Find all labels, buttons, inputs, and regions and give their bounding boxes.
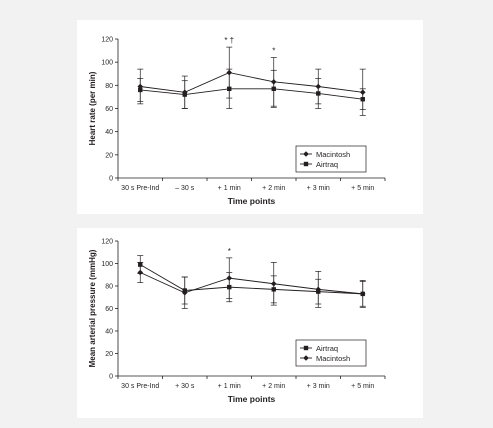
chart2-series2-point [315,286,322,293]
chart2-significance-annotation: * [228,247,231,256]
chart1-series2-point [271,86,276,92]
chart1-y-axis-title: Heart rate (per min) [88,71,97,145]
chart2-series2-point [137,269,144,276]
chart2-x-tick-label: + 3 min [307,383,330,390]
chart2-x-tick-label: + 30 s [175,383,195,390]
chart1-y-tick-label: 120 [101,37,113,44]
chart1-legend-label: Macintosh [316,150,350,159]
chart2-x-tick-label: + 5 min [351,383,374,390]
chart2-series2-point [270,280,277,287]
chart2-series2-line [140,272,363,295]
chart2-y-tick-label: 120 [101,239,113,246]
chart1-legend-marker [303,161,309,167]
chart2-series2-point [359,291,366,297]
chart1-x-tick-label: + 2 min [262,185,285,192]
chart1-x-tick-label: – 30 s [175,185,195,192]
chart1-legend-marker [303,151,309,157]
chart2-legend-marker [303,345,309,351]
chart1-y-tick-label: 20 [105,152,113,159]
chart1-y-tick-label: 100 [101,60,113,67]
chart2-y-tick-label: 100 [101,261,113,268]
chart2-series1-line [140,264,363,295]
chart1-y-tick-label: 0 [109,176,113,183]
chart1-significance-annotation: * † [224,36,234,45]
chart1-x-tick-label: 30 s Pre-Ind [121,185,159,192]
mean-arterial-pressure-chart-panel [77,228,423,418]
chart2-series2-point [226,275,233,281]
chart2-y-tick-label: 0 [109,374,113,381]
chart2-y-tick-label: 80 [105,284,113,291]
chart1-y-tick-label: 40 [105,129,113,136]
heart-rate-chart-panel [77,20,423,214]
chart2-legend-label: Airtraq [316,344,338,353]
chart1-series2-point [182,92,187,97]
chart2-x-tick-label: + 2 min [262,383,285,390]
chart2-series2-point [181,289,188,296]
chart1-series1-line [140,72,363,93]
chart2-legend-box [295,339,367,367]
chart2-y-axis-title: Mean arterial pressure (mmHg) [88,249,97,367]
chart1-legend-box [295,145,367,173]
chart2-x-tick-label: 30 s Pre-Ind [121,383,159,390]
chart2-y-tick-label: 40 [105,329,113,336]
chart1-x-axis-title: Time points [228,196,276,206]
chart1-x-tick-label: + 1 min [218,185,241,192]
chart1-series2-point [138,87,143,93]
chart1-series2-point [360,97,365,102]
chart2-x-axis-title: Time points [228,394,276,404]
chart2-legend-marker [303,355,309,361]
chart1-series2-point [227,86,232,92]
chart1-y-tick-label: 60 [105,106,113,113]
chart1-series2-point [316,91,321,96]
chart1-x-tick-label: + 5 min [351,185,374,192]
chart2-y-tick-label: 20 [105,351,113,358]
chart1-y-tick-label: 80 [105,83,113,90]
chart2-y-tick-label: 60 [105,306,113,313]
chart1-x-tick-label: + 3 min [307,185,330,192]
chart1-series2-line [140,88,363,100]
chart1-significance-annotation: * [272,47,275,56]
chart1-legend-label: Airtraq [316,160,338,169]
chart2-x-tick-label: + 1 min [218,383,241,390]
chart2-legend-label: Macintosh [316,354,350,363]
